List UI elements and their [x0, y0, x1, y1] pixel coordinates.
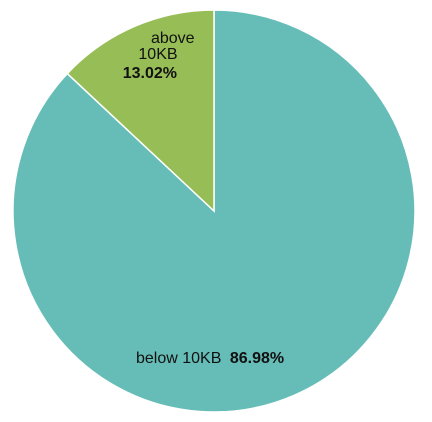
slice-above-10kb-percent: 13.02%	[123, 65, 177, 82]
slice-below-10kb-percent: 86.98%	[230, 350, 284, 367]
slice-above-10kb-label: above 10KB 13.02%	[123, 30, 199, 82]
pie-slices	[12, 9, 416, 413]
slice-below-10kb	[12, 9, 416, 413]
slice-above-10kb-name-line2: 10KB	[138, 46, 177, 63]
slice-below-10kb-name: below 10KB	[136, 350, 221, 367]
slice-below-10kb-label: below 10KB 86.98%	[136, 350, 284, 367]
slice-above-10kb	[66, 9, 215, 213]
slice-above-10kb-name-line1: above	[151, 30, 195, 47]
